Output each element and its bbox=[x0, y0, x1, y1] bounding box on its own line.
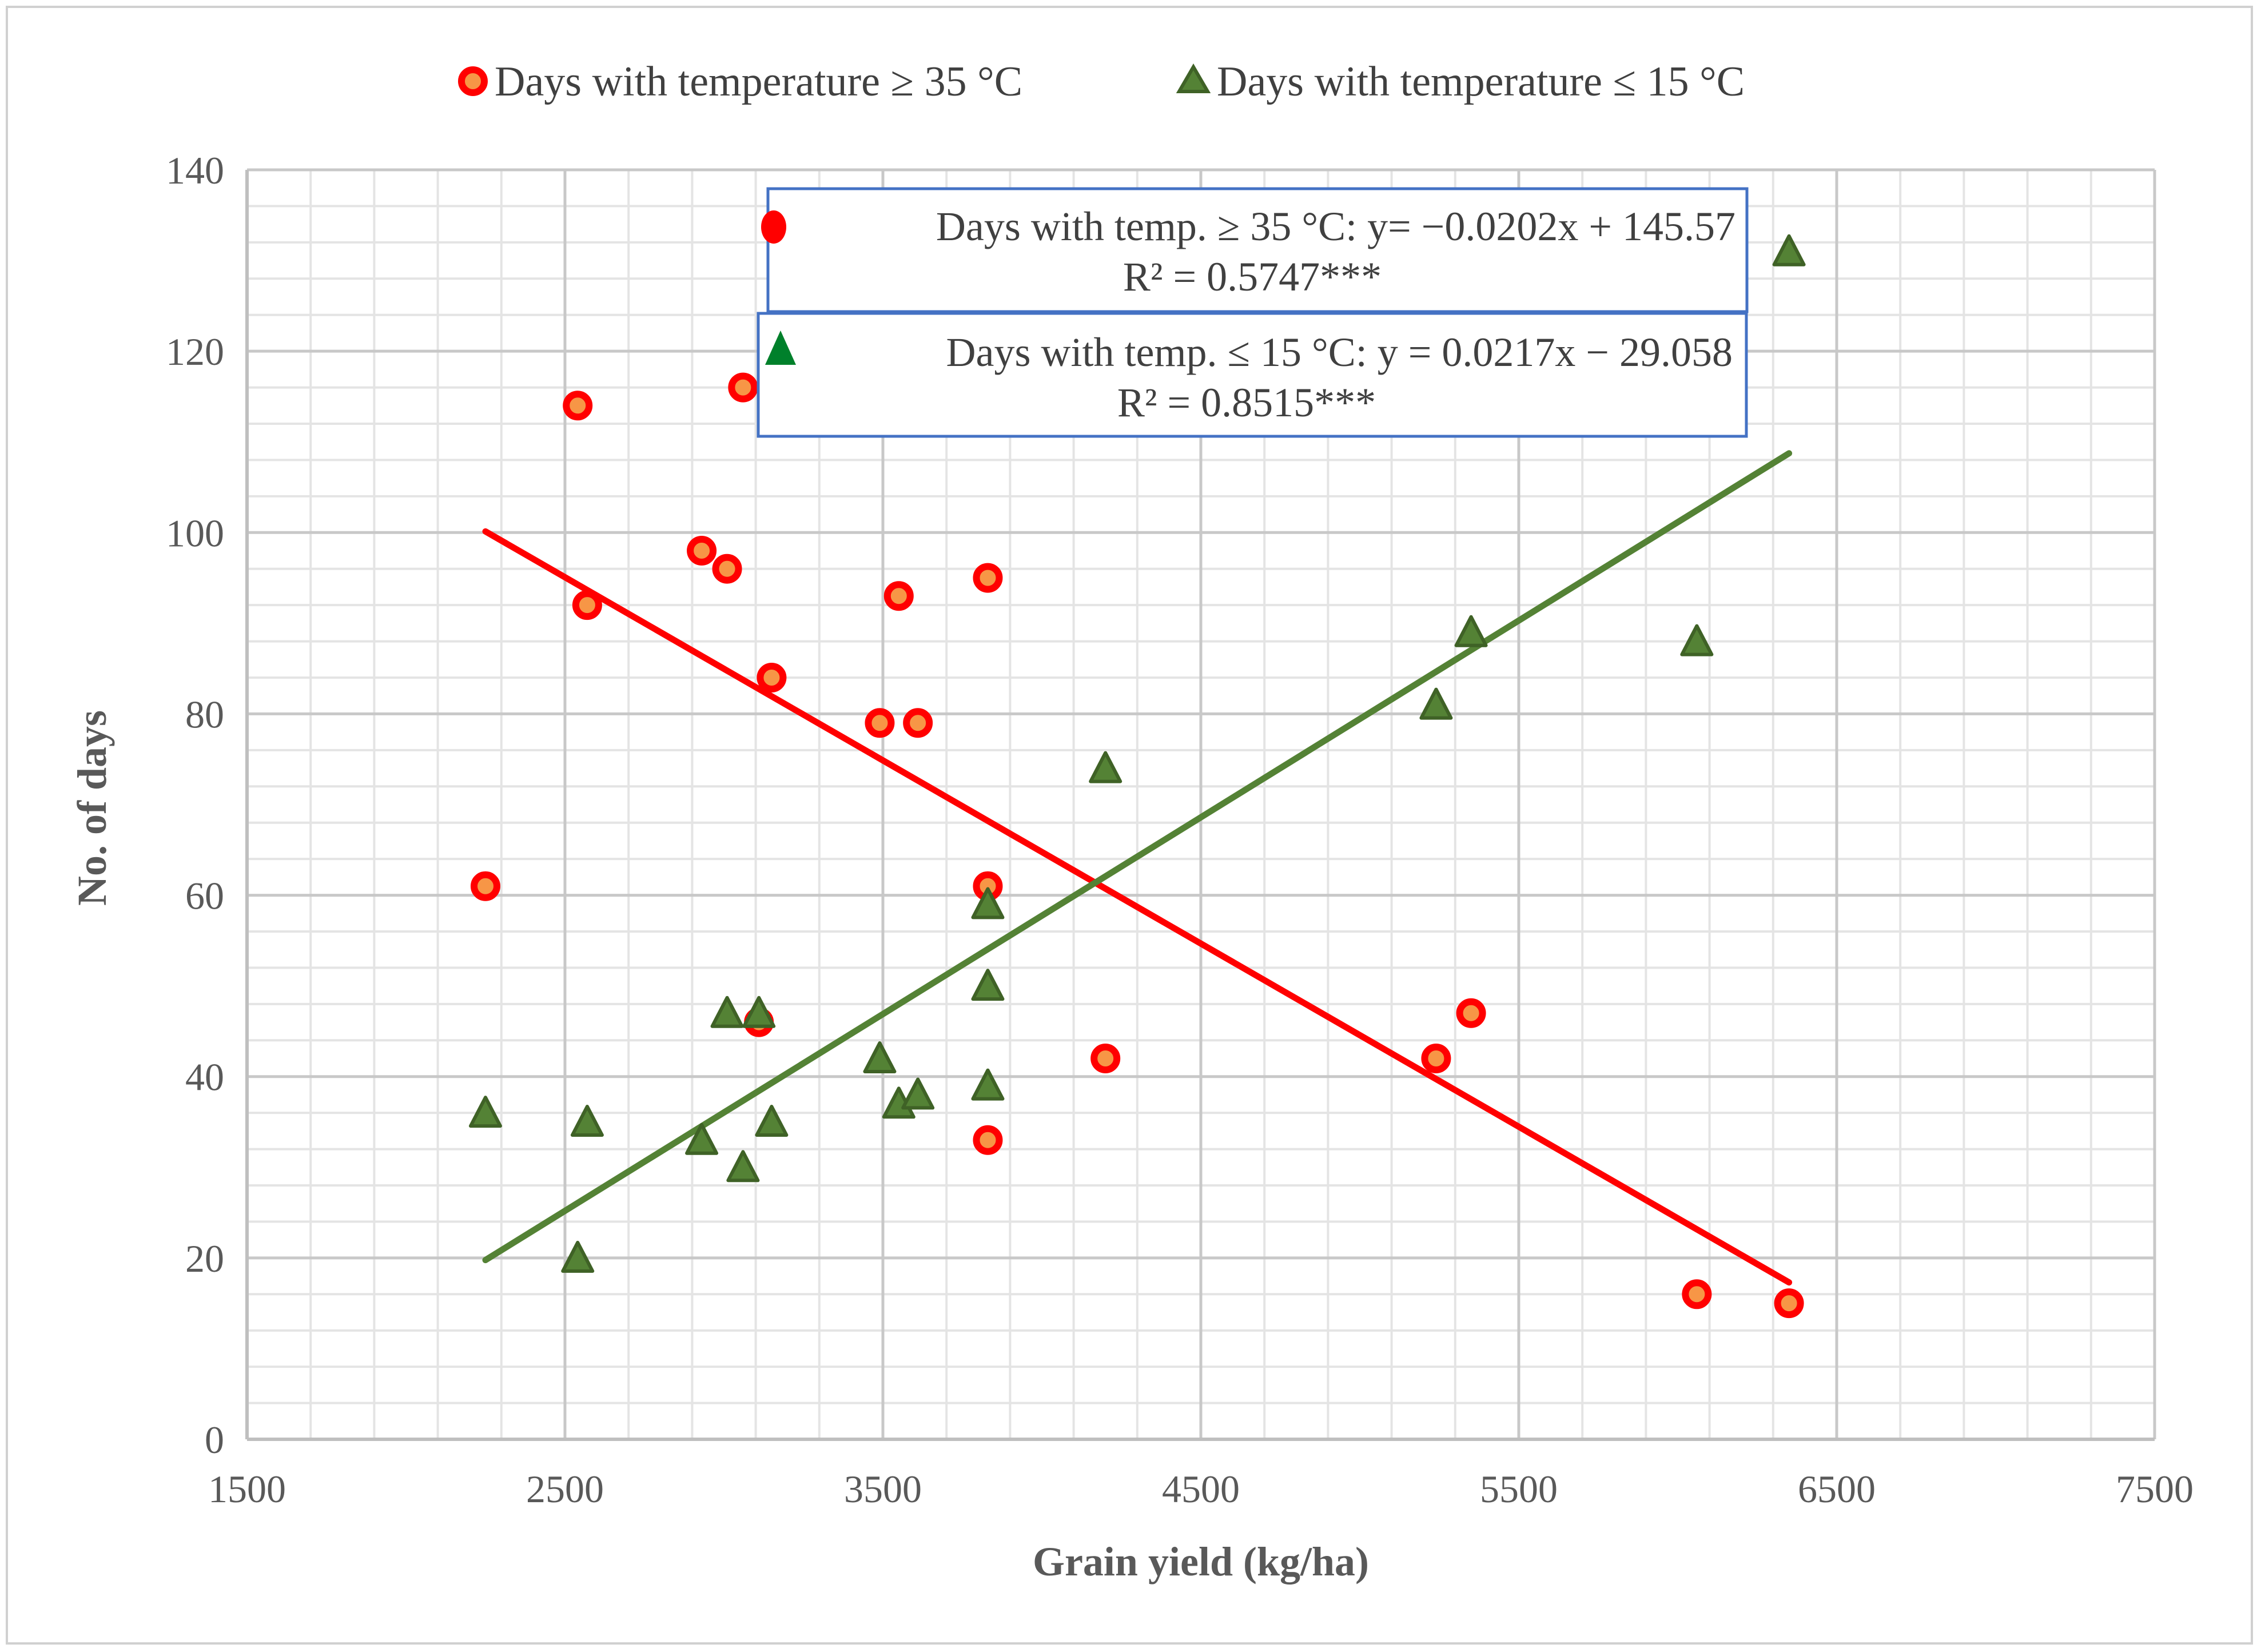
point-hot-days bbox=[471, 871, 500, 901]
axes bbox=[245, 170, 2155, 1441]
point-hot-days bbox=[1682, 1279, 1712, 1309]
point-hot-days bbox=[1456, 998, 1486, 1028]
legend-marker-hot-days bbox=[458, 66, 488, 96]
x-tick-label: 2500 bbox=[526, 1467, 604, 1511]
y-tick-label: 40 bbox=[185, 1056, 224, 1099]
equation-box-hot-days-border bbox=[766, 187, 1749, 313]
point-cold-days bbox=[971, 1068, 1005, 1101]
y-axis-title: No. of days bbox=[69, 710, 115, 906]
point-cold-days bbox=[755, 1105, 789, 1137]
point-cold-days bbox=[1680, 624, 1714, 656]
point-cold-days bbox=[561, 1240, 595, 1273]
point-hot-days bbox=[973, 1125, 1003, 1155]
x-tick-label: 5500 bbox=[1480, 1467, 1558, 1511]
point-hot-days bbox=[973, 563, 1003, 593]
point-hot-days bbox=[563, 391, 593, 421]
major-gridlines bbox=[247, 168, 2156, 1439]
point-cold-days bbox=[901, 1077, 935, 1110]
point-cold-days bbox=[570, 1105, 604, 1137]
equation-box-cold-days-border bbox=[757, 312, 1748, 438]
point-cold-days bbox=[1454, 615, 1488, 647]
tick-labels: 1500 2500 3500 4500 5500 6500 7500 0 20 40 60 80 100… bbox=[166, 149, 2194, 1511]
equation-hot-days-formula: Days with temp. ≥ 35 °C: y= −0.0202x + 1… bbox=[936, 204, 1735, 249]
equation-marker-hot-days bbox=[761, 210, 786, 244]
point-hot-days bbox=[572, 590, 602, 620]
trendline-hot-days bbox=[482, 528, 1793, 1286]
legend-label-hot-days: Days with temperature ≥ 35 °C bbox=[495, 58, 1022, 105]
point-cold-days bbox=[726, 1150, 760, 1183]
y-tick-label: 0 bbox=[205, 1418, 224, 1462]
x-tick-label: 7500 bbox=[2116, 1467, 2194, 1511]
y-tick-label: 20 bbox=[185, 1237, 224, 1280]
point-cold-days bbox=[469, 1096, 502, 1128]
point-cold-days bbox=[971, 969, 1005, 1001]
x-tick-label: 3500 bbox=[844, 1467, 922, 1511]
legend-label-cold-days: Days with temperature ≤ 15 °C bbox=[1217, 58, 1745, 105]
point-cold-days bbox=[742, 996, 776, 1028]
x-tick-label: 4500 bbox=[1162, 1467, 1240, 1511]
point-hot-days bbox=[757, 663, 787, 692]
point-cold-days bbox=[971, 887, 1005, 919]
x-axis-title: Grain yield (kg/ha) bbox=[1033, 1539, 1369, 1585]
y-tick-label: 100 bbox=[166, 511, 224, 555]
y-tick-label: 120 bbox=[166, 330, 224, 373]
legend-marker-cold-days bbox=[1176, 63, 1211, 93]
equation-marker-cold-days bbox=[765, 331, 796, 365]
point-hot-days bbox=[1421, 1044, 1451, 1073]
point-hot-days bbox=[1774, 1288, 1804, 1319]
legend: Days with temperature ≥ 35 °C Days with … bbox=[458, 58, 1745, 105]
point-cold-days bbox=[685, 1122, 719, 1155]
point-hot-days bbox=[728, 372, 758, 403]
point-cold-days bbox=[863, 1041, 897, 1073]
equation-box-hot-days: Days with temp. ≥ 35 °C: y= −0.0202x + 1… bbox=[761, 187, 1749, 313]
equation-hot-days-r2: R² = 0.5747*** bbox=[1123, 254, 1382, 300]
x-tick-label: 6500 bbox=[1798, 1467, 1876, 1511]
point-hot-days bbox=[712, 554, 742, 584]
y-tick-label: 60 bbox=[185, 874, 224, 918]
point-cold-days bbox=[1419, 687, 1453, 720]
point-cold-days bbox=[1089, 751, 1122, 783]
point-hot-days bbox=[687, 536, 717, 566]
point-hot-days bbox=[865, 708, 895, 738]
point-hot-days bbox=[903, 708, 933, 738]
point-hot-days bbox=[883, 581, 914, 611]
point-hot-days bbox=[1090, 1044, 1121, 1073]
point-cold-days bbox=[1772, 234, 1806, 266]
y-tick-label: 80 bbox=[185, 692, 224, 736]
equation-box-cold-days: Days with temp. ≤ 15 °C: y = 0.0217x − 2… bbox=[757, 312, 1748, 438]
equation-cold-days-formula: Days with temp. ≤ 15 °C: y = 0.0217x − 2… bbox=[946, 329, 1733, 375]
data-points bbox=[469, 234, 1806, 1319]
y-tick-label: 140 bbox=[166, 149, 224, 192]
x-tick-label: 1500 bbox=[208, 1467, 286, 1511]
point-cold-days bbox=[710, 996, 744, 1028]
equation-cold-days-r2: R² = 0.8515*** bbox=[1117, 380, 1376, 425]
